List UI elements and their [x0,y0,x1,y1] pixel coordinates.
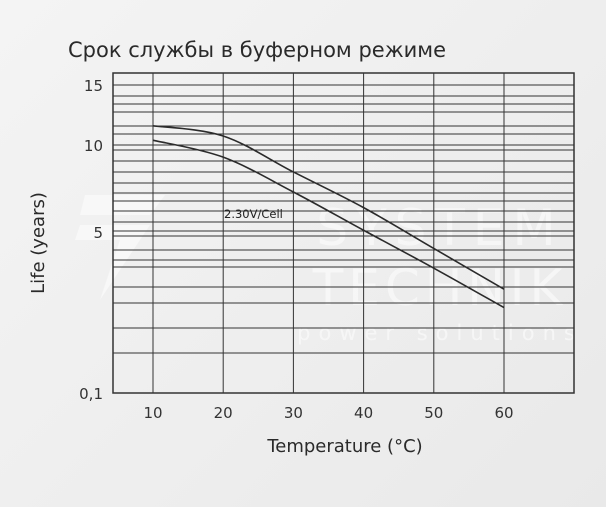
y-tick-label: 0,1 [79,385,103,403]
x-tick-label: 10 [143,404,162,422]
x-tick-label: 30 [284,404,303,422]
x-tick-label: 50 [424,404,443,422]
chart-title: Срок службы в буферном режиме [68,38,447,62]
series-line-1 [152,125,505,290]
y-axis-label: Life (years) [28,192,49,294]
series-line-2 [152,139,505,309]
y-tick-label: 10 [84,137,103,155]
x-tick-label: 20 [214,404,233,422]
y-tick-label: 5 [93,224,103,242]
x-tick-label: 60 [494,404,513,422]
plot-frame [112,72,575,394]
curve-annotation: 2.30V/Cell [224,207,283,221]
watermark-line2: TECHNIK [312,259,568,317]
watermark-line3: power solutions [297,321,583,345]
watermark-logo-icon [75,195,165,300]
watermark-line1: SYSTEM [316,199,563,257]
x-axis-label: Temperature (°C) [266,436,422,457]
x-tick-label: 40 [354,404,373,422]
y-tick-label: 15 [84,77,103,95]
